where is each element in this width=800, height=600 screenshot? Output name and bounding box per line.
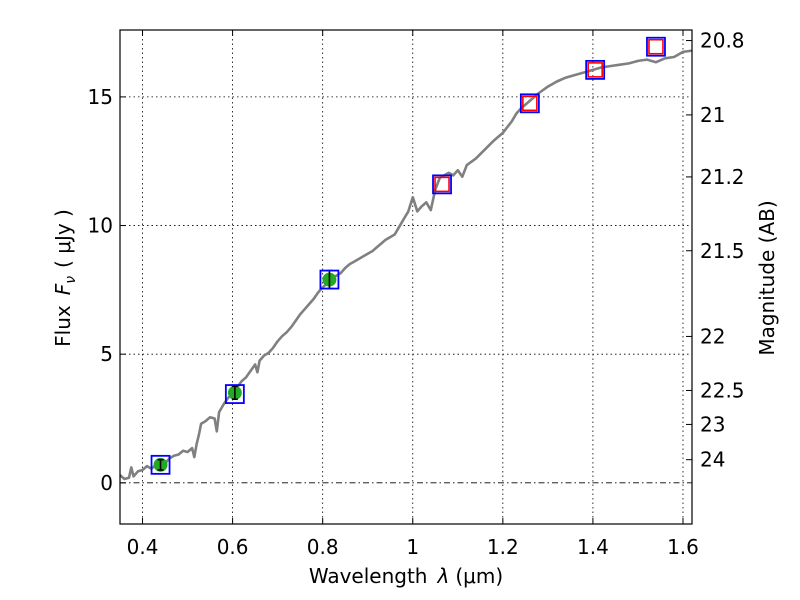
model-band-flux-marker (150, 454, 171, 475)
model-spectrum-line (119, 49, 693, 481)
model-band-flux-marker (519, 93, 540, 114)
y2-tick-label: 21.2 (700, 165, 745, 189)
points-layer (150, 36, 666, 475)
y-tick-label: 10 (88, 214, 113, 238)
model-band-flux-marker (432, 174, 452, 195)
x-tick-label: 0.6 (217, 535, 249, 559)
x-axis-label-text: Wavelength (309, 564, 428, 588)
y-tick-label: 15 (88, 85, 113, 109)
y-axis-label-text: Flux (51, 305, 75, 347)
ticks-layer: 0.4 0.6 0.8 1 1.2 1.4 1.6 0 5 10 15 20.8 21 21.2 21.5 2… (88, 29, 745, 559)
x-tick-label: 1.2 (487, 535, 519, 559)
x-tick-label: 1.4 (577, 535, 609, 559)
x-tick-label: 1 (406, 535, 419, 559)
y-tick-label: 0 (100, 471, 113, 495)
y2-tick-label: 23 (700, 412, 725, 436)
grid-layer (120, 30, 692, 524)
right-axis-label: Magnitude (AB) (755, 200, 779, 355)
plot-frame (119, 29, 693, 525)
upper-limit-marker (587, 62, 603, 78)
y-axis-label-subscript: ν (63, 276, 79, 284)
upper-limit-marker (648, 38, 664, 55)
y2-tick-label: 22 (700, 324, 725, 348)
y-tick-label: 5 (100, 342, 113, 366)
model-band-flux-marker (646, 36, 666, 57)
upper-limit-marker (522, 95, 538, 112)
y-axis-label-unit: ( μJy ) (51, 209, 75, 268)
y2-tick-label: 21 (700, 103, 725, 127)
x-tick-label: 1.6 (667, 535, 699, 559)
model-band-flux-marker (224, 384, 245, 404)
y2-tick-label: 24 (700, 448, 725, 472)
x-axis-label: Wavelength λ (μm) (309, 564, 503, 588)
x-tick-label: 0.4 (127, 535, 159, 559)
y2-tick-label: 20.8 (700, 29, 745, 53)
y2-tick-label: 21.5 (700, 239, 745, 263)
y-axis-label: Flux Fν ( μJy ) (51, 209, 79, 347)
y2-tick-label: 22.5 (700, 378, 745, 402)
x-tick-label: 0.8 (307, 535, 339, 559)
model-band-flux-marker (319, 269, 340, 290)
y-axis-label-symbol: F (51, 283, 75, 295)
x-axis-label-unit: (μm) (455, 564, 503, 588)
upper-limit-marker (434, 176, 450, 193)
model-band-flux-marker (585, 59, 606, 80)
x-axis-label-symbol: λ (437, 564, 450, 588)
